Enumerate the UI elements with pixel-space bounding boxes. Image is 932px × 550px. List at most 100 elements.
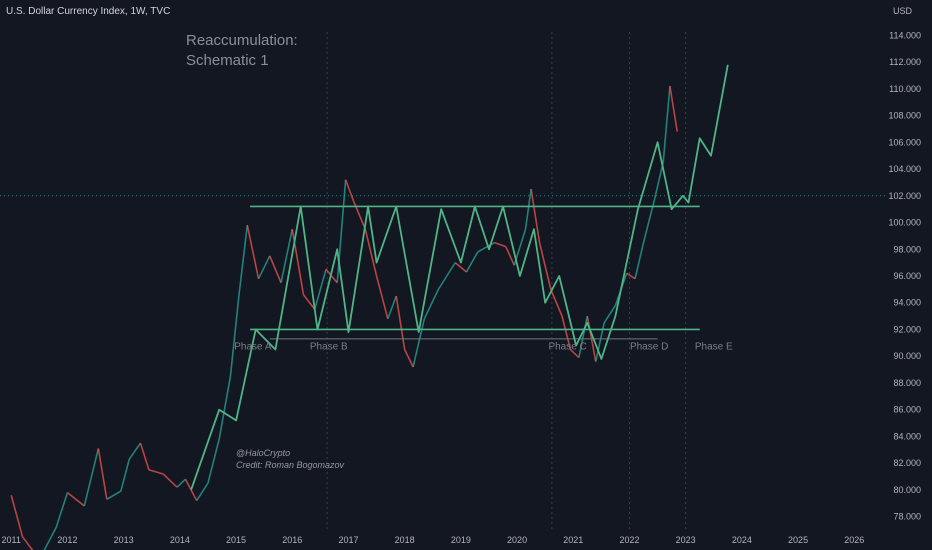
- price-segment: [207, 438, 220, 484]
- y-tick-label: 90.000: [893, 351, 921, 361]
- x-tick-label: 2021: [563, 535, 583, 545]
- price-segment: [238, 225, 249, 297]
- y-tick-label: 82.000: [893, 458, 921, 468]
- price-segment: [43, 526, 57, 550]
- x-tick-label: 2025: [788, 535, 808, 545]
- phase-label: Phase D: [630, 342, 668, 353]
- x-tick-label: 2018: [395, 535, 415, 545]
- price-segment: [344, 179, 355, 203]
- price-segment: [106, 490, 122, 500]
- y-tick-label: 86.000: [893, 405, 921, 415]
- title-line-1: Reaccumulation:: [186, 32, 298, 49]
- y-tick-label: 94.000: [893, 298, 921, 308]
- price-segment: [128, 442, 142, 460]
- phase-label: Phase C: [548, 342, 586, 353]
- price-segment: [669, 86, 679, 132]
- price-segment: [325, 268, 338, 284]
- schematic-path-line: [190, 64, 729, 491]
- price-segment: [465, 251, 479, 273]
- price-segment: [550, 289, 563, 317]
- title-line-2: Schematic 1: [186, 52, 269, 69]
- price-segment: [530, 188, 541, 243]
- x-tick-label: 2013: [114, 535, 134, 545]
- y-tick-label: 96.000: [893, 271, 921, 281]
- price-segment: [477, 241, 495, 253]
- price-segment: [229, 295, 240, 377]
- y-tick-label: 100.000: [888, 218, 921, 228]
- price-segment: [603, 304, 617, 324]
- price-segment: [524, 188, 532, 230]
- y-tick-label: 110.000: [889, 84, 921, 94]
- price-segment: [662, 86, 671, 163]
- y-tick-label: 80.000: [893, 485, 921, 495]
- credit-annotation: @HaloCrypto Credit: Roman Bogomazov: [236, 447, 344, 471]
- price-segment: [10, 495, 24, 537]
- y-tick-label: 106.000: [888, 137, 921, 147]
- price-segment: [257, 255, 271, 280]
- price-segment: [139, 442, 150, 471]
- price-segment: [642, 198, 656, 243]
- x-tick-label: 2015: [226, 535, 246, 545]
- x-tick-label: 2019: [451, 535, 471, 545]
- price-segment: [120, 458, 131, 492]
- price-segment: [246, 225, 260, 279]
- price-segment: [505, 246, 515, 266]
- price-segment: [176, 478, 187, 488]
- x-tick-label: 2017: [338, 535, 358, 545]
- price-segment: [454, 262, 467, 273]
- price-segment: [218, 376, 232, 440]
- credit-handle: @HaloCrypto: [236, 448, 291, 458]
- phase-label: Phase A: [234, 342, 272, 353]
- price-segment: [437, 262, 456, 290]
- price-segment: [403, 349, 414, 368]
- x-tick-label: 2023: [676, 535, 696, 545]
- price-segment: [83, 448, 100, 507]
- y-tick-label: 102.000: [888, 191, 921, 201]
- price-segment: [291, 229, 305, 295]
- y-tick-label: 98.000: [893, 244, 921, 254]
- price-segment: [66, 491, 85, 507]
- y-tick-label: 114.000: [889, 30, 921, 40]
- phase-label: Phase B: [310, 342, 348, 353]
- price-segment: [653, 162, 664, 199]
- price-segment: [313, 269, 327, 310]
- x-tick-label: 2022: [619, 535, 639, 545]
- y-tick-label: 78.000: [893, 512, 921, 522]
- credit-author: Credit: Roman Bogomazov: [236, 460, 345, 470]
- x-tick-label: 2011: [2, 535, 21, 545]
- price-segment: [162, 473, 178, 488]
- price-segment: [148, 469, 164, 475]
- price-axis-unit: USD: [892, 6, 912, 16]
- price-segment: [97, 448, 108, 500]
- price-segment: [626, 272, 636, 280]
- price-segment: [494, 241, 507, 248]
- symbol-header[interactable]: U.S. Dollar Currency Index, 1W, TVC: [6, 6, 171, 17]
- price-segment: [578, 315, 589, 358]
- price-segment: [634, 242, 645, 279]
- x-tick-label: 2020: [507, 535, 527, 545]
- price-segment: [364, 229, 378, 277]
- x-tick-label: 2016: [282, 535, 302, 545]
- price-segment: [196, 482, 209, 502]
- price-segment: [538, 242, 552, 290]
- y-tick-label: 112.000: [889, 57, 921, 67]
- x-tick-label: 2024: [732, 535, 752, 545]
- x-tick-label: 2012: [57, 535, 77, 545]
- price-segment: [423, 289, 440, 320]
- phase-label: Phase E: [695, 342, 733, 353]
- x-tick-label: 2014: [170, 535, 190, 545]
- price-segment: [387, 295, 397, 320]
- y-tick-label: 104.000: [888, 164, 921, 174]
- price-segment: [395, 295, 406, 350]
- price-segment: [561, 315, 572, 350]
- y-tick-label: 84.000: [893, 431, 921, 441]
- price-segment: [55, 492, 69, 528]
- price-segment: [280, 229, 294, 283]
- price-segment: [375, 275, 389, 319]
- x-tick-label: 2026: [844, 535, 864, 545]
- price-segment: [21, 536, 34, 550]
- price-segment: [269, 255, 282, 283]
- price-segment: [569, 348, 580, 359]
- price-segment: [302, 294, 316, 310]
